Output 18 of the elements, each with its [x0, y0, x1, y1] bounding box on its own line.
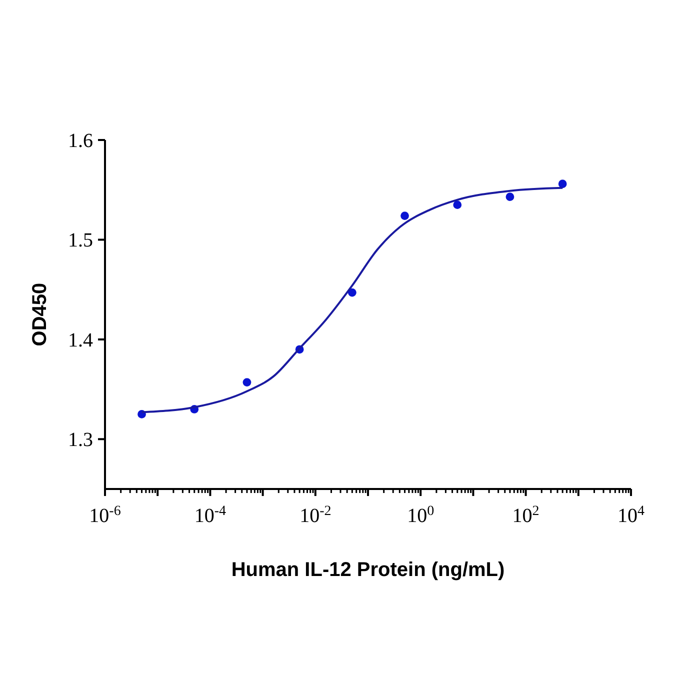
y-tick-label: 1.6 — [68, 130, 93, 152]
y-tick-label: 1.3 — [68, 429, 93, 452]
x-tick-label: 10$^{4}$ — [618, 504, 644, 527]
point — [400, 212, 409, 220]
x-tick-label: 10$^{-4}$ — [194, 504, 226, 527]
x-tick-label: 10$^{2}$ — [512, 504, 540, 527]
x-tick-label: 10$^{-2}$ — [300, 504, 332, 527]
x-axis-title: Human IL-12 Protein (ng/mL) — [231, 559, 505, 581]
y-tick-label: 1.4 — [68, 329, 93, 352]
x-tick-label: 10$^{0}$ — [407, 504, 434, 527]
point — [242, 378, 252, 387]
x-tick-label: 10$^{-6}$ — [89, 504, 121, 527]
y-axis-title: OD450 — [29, 282, 51, 346]
point — [348, 288, 356, 297]
point — [506, 192, 514, 202]
point — [558, 180, 567, 188]
point — [453, 200, 462, 210]
y-tick-label: 1.5 — [68, 230, 93, 252]
